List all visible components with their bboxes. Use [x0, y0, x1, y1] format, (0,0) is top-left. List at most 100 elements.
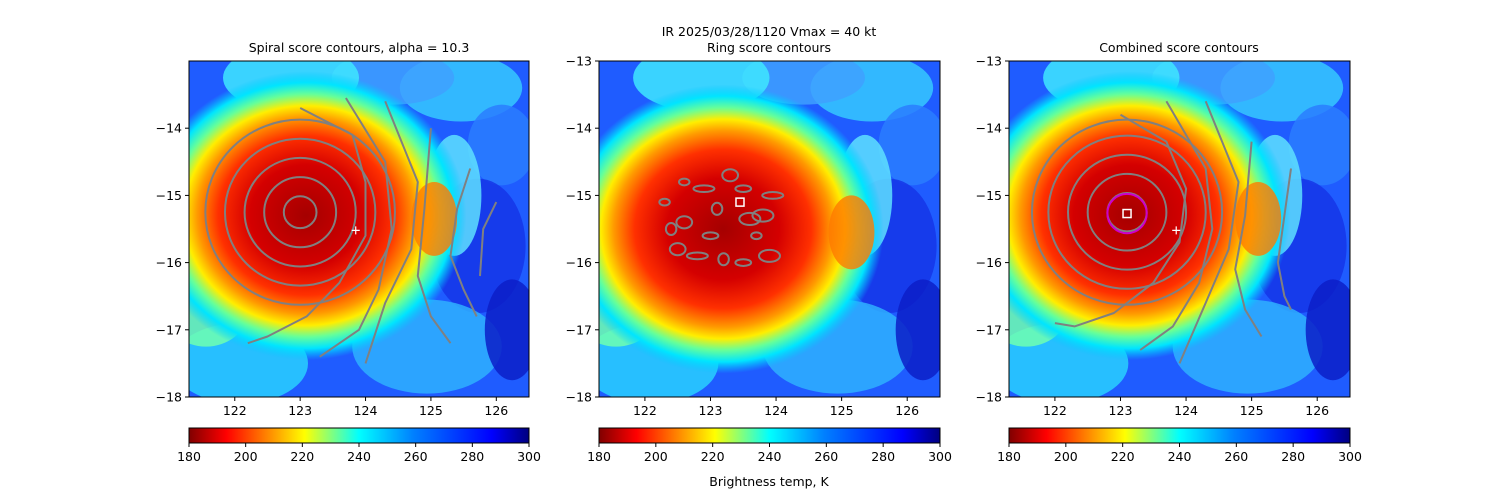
storm-outflow [828, 195, 875, 270]
combined-center-circle [1106, 192, 1148, 235]
ring-score-contour [751, 208, 775, 223]
x-tick-label: 122 [1043, 403, 1067, 418]
axes-frame [188, 60, 530, 398]
score-contour-ring [243, 156, 357, 268]
score-contour-arc [416, 128, 452, 344]
storm-outflow [1235, 181, 1282, 256]
score-contour-ring [1067, 153, 1188, 271]
x-tick-label: 122 [223, 403, 247, 418]
score-contour-arc [1054, 113, 1188, 328]
colorbar-tick-label: 280 [1281, 449, 1305, 464]
panel-combined: 122 123 124 125 126 −13 −14 −15 −16 −17 −18 180 200 2… [976, 54, 1362, 465]
x-tick-label: 123 [1109, 403, 1133, 418]
colorbar-gradient [188, 427, 530, 444]
storm-cloud-shield [599, 84, 884, 374]
colorbar-tick-label: 220 [290, 449, 314, 464]
colorbar-tick-label: 300 [517, 449, 541, 464]
colorbar-tick-label: 180 [997, 449, 1021, 464]
cloud-patch [895, 279, 940, 381]
ring-score-contour [750, 231, 763, 241]
storm-cloud-shield [189, 71, 467, 360]
x-tick-label: 124 [764, 403, 788, 418]
colorbar-gradient [1008, 427, 1351, 444]
colorbar-tick-label: 300 [928, 449, 952, 464]
x-tick-label: 126 [484, 403, 508, 418]
x-tick-label: 123 [699, 403, 723, 418]
first-guess-plus-marker [351, 226, 360, 235]
colorbar-tick-label: 300 [1338, 449, 1362, 464]
score-contour-ring [263, 176, 338, 249]
brightness-image [189, 61, 529, 397]
ring-score-contour [675, 215, 694, 230]
score-contour-arc [1276, 168, 1292, 311]
y-tick-label: −18 [566, 390, 592, 405]
panel-ring: 122 123 124 125 126 −13 −14 −15 −16 −17 −18 180 200 2… [566, 54, 952, 465]
score-contour-arc [1139, 100, 1214, 351]
colorbar-tick-label: 240 [758, 449, 782, 464]
x-tick-label: 125 [419, 403, 443, 418]
ring-score-contour [710, 201, 724, 216]
score-contour-arc [449, 168, 478, 317]
score-contour-ring [1086, 172, 1168, 252]
score-contour-arc [1234, 141, 1263, 338]
panel-2-title: Ring score contours [707, 40, 831, 55]
y-tick-label: −16 [566, 255, 592, 270]
colorbar-tick-label: 280 [871, 449, 895, 464]
x-tick-label: 125 [1240, 403, 1264, 418]
colorbar: 180 200 220 240 260 280 300 [587, 427, 952, 464]
y-tick-label: −15 [566, 188, 592, 203]
score-contour-arc [1178, 100, 1240, 364]
y-tick-label: −14 [566, 121, 592, 136]
colorbar: 180 200 220 240 260 280 300 [997, 427, 1362, 464]
cloud-patch [1305, 279, 1350, 381]
storm-outflow [411, 181, 458, 256]
ring-score-contour [678, 177, 691, 187]
panel-3-title: Combined score contours [1099, 40, 1259, 55]
first-guess-plus-marker [1172, 226, 1181, 235]
colorbar: 180 200 220 240 260 280 300 [177, 427, 541, 464]
x-tick-label: 122 [633, 403, 657, 418]
y-tick-label: −18 [156, 390, 182, 405]
score-contour-arc [247, 107, 367, 345]
score-contour-ring [1047, 134, 1207, 290]
x-tick-label: 123 [288, 403, 312, 418]
y-tick-label: −16 [976, 255, 1002, 270]
cloud-patch [484, 279, 529, 381]
x-tick-label: 126 [895, 403, 919, 418]
score-contour-ring [282, 195, 318, 230]
y-tick-label: −13 [976, 54, 1002, 69]
center-square-marker [1122, 208, 1132, 219]
ring-score-contour [758, 248, 781, 263]
y-tick-label: −15 [156, 188, 182, 203]
ring-score-contour [692, 184, 716, 194]
ring-score-contour [701, 231, 720, 241]
x-tick-label: 124 [354, 403, 378, 418]
colorbar-tick-label: 240 [347, 449, 371, 464]
figure-suptitle: IR 2025/03/28/1120 Vmax = 40 kt [662, 24, 877, 39]
colorbar-tick-label: 260 [404, 449, 428, 464]
cloud-patch [878, 104, 940, 186]
y-tick-label: −13 [566, 54, 592, 69]
colorbar-tick-label: 200 [234, 449, 258, 464]
y-tick-label: −14 [976, 121, 1002, 136]
axes-frame [598, 60, 941, 398]
colorbar-gradient [598, 427, 941, 444]
colorbar-tick-label: 260 [1224, 449, 1248, 464]
colorbar-tick-label: 200 [1054, 449, 1078, 464]
colorbar-tick-label: 240 [1168, 449, 1192, 464]
score-contour-arc [319, 97, 393, 358]
ring-score-contour [734, 184, 753, 194]
score-contour-ring [223, 137, 377, 287]
colorbar-tick-label: 280 [460, 449, 484, 464]
score-contour-arc [364, 100, 419, 364]
colorbar-tick-label: 200 [644, 449, 668, 464]
y-tick-label: −18 [976, 390, 1002, 405]
colorbar-tick-label: 220 [1111, 449, 1135, 464]
score-contour-arc [479, 201, 498, 277]
x-tick-label: 126 [1305, 403, 1329, 418]
colorbar-tick-label: 220 [701, 449, 725, 464]
storm-cloud-shield [1009, 71, 1291, 360]
y-tick-label: −17 [566, 322, 592, 337]
colorbar-tick-label: 180 [587, 449, 611, 464]
